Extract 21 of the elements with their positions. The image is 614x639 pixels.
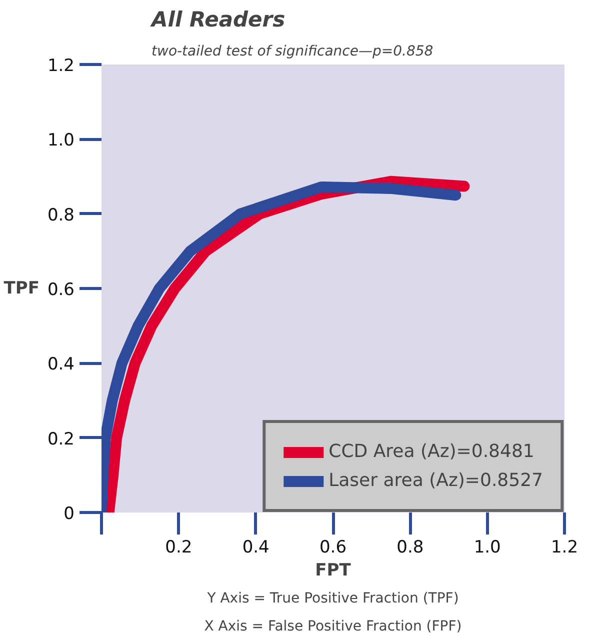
x-tick-label: 1.2 — [550, 538, 578, 558]
legend-label: CCD Area (Az)=0.8481 — [328, 441, 534, 462]
y-tick-label: 0.4 — [47, 354, 75, 375]
x-tick-label: 0.4 — [242, 538, 270, 558]
text: Y Axis = True Positive Fraction (TPF) — [206, 590, 459, 606]
y-tick-label: 1.2 — [47, 56, 75, 76]
y-tick-label: 0 — [64, 504, 75, 524]
y-tick-label: 1.0 — [47, 130, 75, 151]
y-tick-label: 0.8 — [47, 205, 75, 226]
y-tick-label: 0.6 — [47, 280, 75, 300]
text: X Axis = False Positive Fraction (FPF) — [204, 618, 462, 634]
chart-title: All Readers — [150, 8, 286, 32]
y-tick-label: 0.2 — [47, 429, 75, 450]
x-tick-label: 1.0 — [474, 538, 501, 558]
legend-label: Laser area (Az)=0.8527 — [328, 470, 543, 491]
x-tick-label: 0.8 — [396, 538, 424, 558]
y-axis-title: TPF — [4, 278, 40, 298]
x-tick-label: 0.6 — [319, 538, 347, 558]
x-tick-label: 0.2 — [165, 538, 192, 558]
x-axis-title: FPT — [315, 560, 352, 580]
chart-subtitle: two-tailed test of significance—p=0.858 — [152, 44, 434, 60]
